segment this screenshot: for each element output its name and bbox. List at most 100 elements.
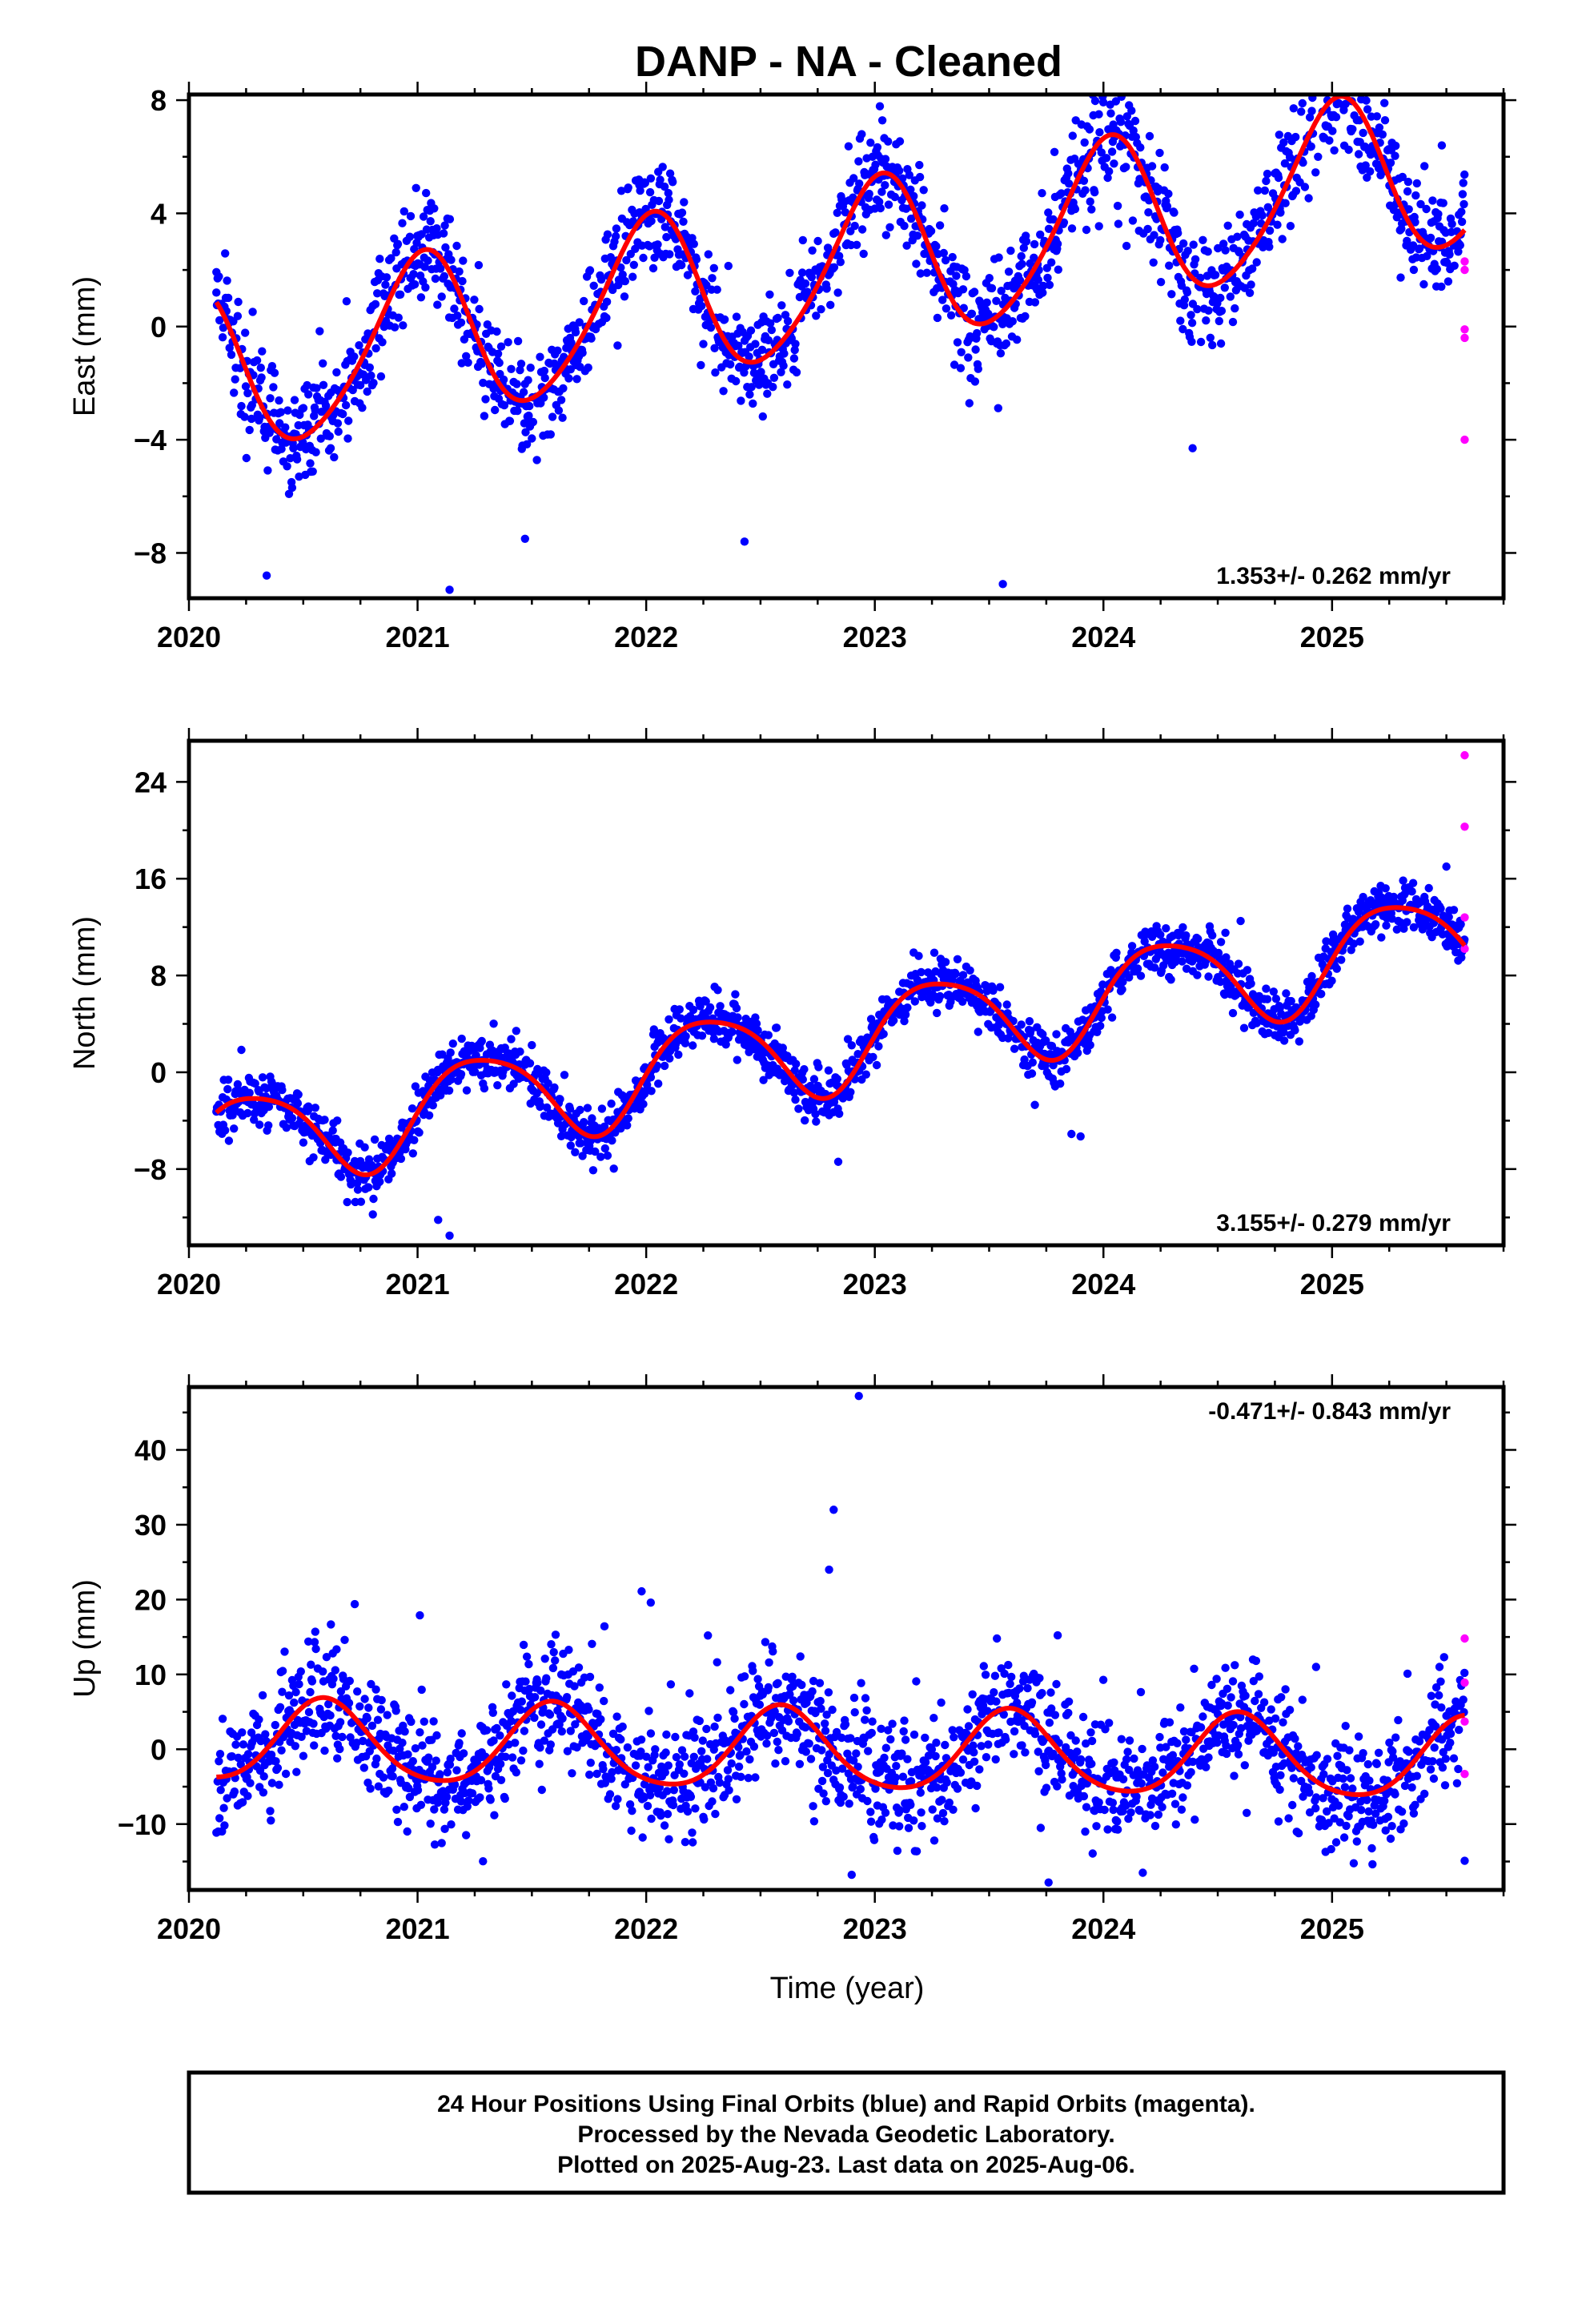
north-final-point <box>245 1088 254 1097</box>
north-final-point <box>665 1054 674 1063</box>
east-final-point <box>801 279 810 288</box>
east-final-point <box>620 276 629 286</box>
north-x-tick-label: 2022 <box>614 1268 678 1301</box>
up-final-point <box>824 1688 833 1697</box>
up-final-point <box>507 1716 516 1726</box>
east-final-point <box>906 214 916 223</box>
east-rate-label: 1.353+/- 0.262 mm/yr <box>1216 563 1451 589</box>
east-final-point <box>783 316 793 326</box>
east-final-point <box>480 412 489 420</box>
east-final-point <box>1235 210 1244 219</box>
east-final-point <box>749 399 757 408</box>
up-final-point <box>545 1710 555 1719</box>
east-final-point <box>504 338 512 347</box>
north-final-point <box>1262 984 1271 993</box>
north-final-point <box>966 966 974 975</box>
north-final-point <box>1279 1036 1289 1045</box>
east-final-point <box>1297 107 1306 116</box>
east-final-point <box>865 189 873 199</box>
up-final-point <box>781 1757 790 1766</box>
up-final-point <box>886 1735 895 1744</box>
east-final-point <box>1019 243 1029 252</box>
east-final-point <box>367 371 375 380</box>
north-final-point <box>1150 963 1159 972</box>
east-final-point <box>998 580 1007 589</box>
up-final-point <box>584 1705 593 1714</box>
east-final-point <box>1313 66 1321 74</box>
up-final-point <box>452 1766 461 1775</box>
up-final-point <box>1066 1731 1075 1740</box>
up-final-points <box>212 1392 1469 1887</box>
east-final-point <box>567 338 576 348</box>
north-x-tick-label: 2023 <box>843 1268 907 1301</box>
up-final-point <box>636 1735 646 1744</box>
north-final-point <box>681 1031 690 1041</box>
east-final-point <box>416 293 426 302</box>
up-final-point <box>866 1817 876 1826</box>
up-final-point <box>1073 1747 1082 1756</box>
north-final-point <box>1067 1129 1076 1139</box>
east-final-point <box>881 181 889 190</box>
east-final-point <box>922 268 931 277</box>
east-final-point <box>1170 208 1178 217</box>
east-final-point <box>393 239 403 248</box>
east-final-point <box>1343 23 1351 31</box>
up-final-point <box>644 1707 653 1715</box>
east-final-point <box>987 283 997 293</box>
east-final-point <box>1344 145 1353 155</box>
east-final-point <box>258 347 267 356</box>
east-final-point <box>631 244 640 253</box>
north-final-point <box>681 1039 690 1047</box>
up-final-point <box>880 1753 889 1763</box>
east-final-point <box>1245 288 1255 297</box>
east-final-point <box>342 297 351 306</box>
up-final-point <box>642 1752 651 1761</box>
up-final-point <box>482 1726 492 1735</box>
east-final-point <box>831 228 840 237</box>
up-final-point <box>1050 1711 1060 1719</box>
east-final-point <box>1316 70 1324 78</box>
north-final-point <box>764 1031 773 1039</box>
up-final-point <box>909 1816 918 1825</box>
east-final-point <box>436 264 445 273</box>
north-final-point <box>588 1114 596 1123</box>
east-final-point <box>1328 127 1337 135</box>
north-final-point <box>436 1091 445 1100</box>
north-final-point <box>1096 1021 1105 1031</box>
east-final-point <box>1403 187 1412 196</box>
east-final-point <box>315 327 324 336</box>
up-final-point <box>1042 1760 1050 1770</box>
east-final-point <box>876 203 885 213</box>
north-final-point <box>1444 912 1453 922</box>
north-final-point <box>752 1019 761 1028</box>
north-final-point <box>1282 989 1291 998</box>
east-final-point <box>1265 243 1274 251</box>
east-final-point <box>513 406 522 416</box>
north-rapid-point <box>1460 822 1469 831</box>
up-final-point <box>496 1775 506 1784</box>
north-final-point <box>542 1103 552 1112</box>
east-final-point <box>1147 162 1157 171</box>
up-final-point <box>899 1727 908 1736</box>
east-final-point <box>1043 273 1052 283</box>
east-final-point <box>223 276 231 285</box>
east-final-point <box>737 396 745 405</box>
up-final-point <box>376 1705 386 1714</box>
east-final-point <box>255 413 264 422</box>
north-final-point <box>800 1065 809 1074</box>
up-final-point <box>900 1716 909 1725</box>
east-final-point <box>813 236 822 246</box>
east-final-point <box>1262 176 1271 186</box>
east-final-point <box>1097 148 1106 157</box>
north-final-point <box>223 1076 233 1084</box>
up-final-point <box>540 1655 549 1663</box>
east-final-point <box>1460 199 1468 209</box>
east-final-point <box>394 313 403 322</box>
east-final-point <box>948 252 957 262</box>
north-final-point <box>328 1126 337 1135</box>
up-final-point <box>508 1691 516 1700</box>
north-final-point <box>1002 1000 1011 1009</box>
up-final-point <box>218 1715 227 1723</box>
east-final-point <box>1160 163 1169 172</box>
east-final-point <box>447 255 456 264</box>
